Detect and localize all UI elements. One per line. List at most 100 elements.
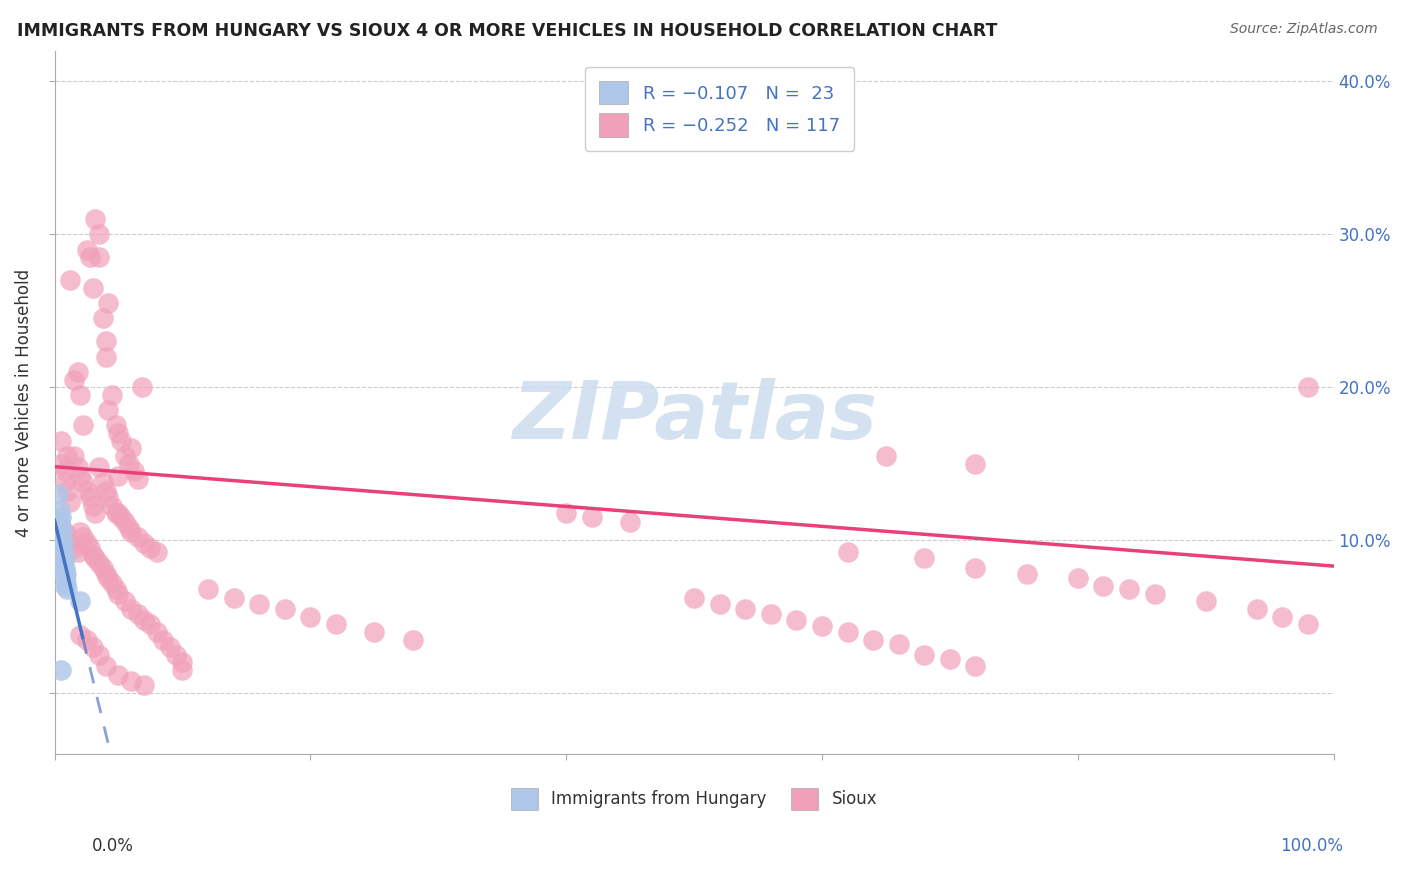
Point bbox=[49, 510, 72, 524]
Point bbox=[97, 571, 120, 585]
Point bbox=[49, 533, 72, 547]
Point bbox=[120, 602, 142, 616]
Point bbox=[683, 591, 706, 606]
Point bbox=[89, 227, 111, 242]
Point bbox=[132, 613, 155, 627]
Point bbox=[53, 525, 76, 540]
Point bbox=[104, 418, 127, 433]
Point bbox=[101, 575, 124, 590]
Point bbox=[69, 628, 91, 642]
Point bbox=[48, 487, 70, 501]
Point bbox=[72, 475, 94, 489]
Point bbox=[107, 667, 129, 681]
Point bbox=[62, 541, 84, 555]
Point bbox=[1015, 566, 1038, 581]
Point bbox=[62, 372, 84, 386]
Point bbox=[127, 530, 149, 544]
Point bbox=[82, 281, 104, 295]
Point bbox=[165, 648, 187, 662]
Point bbox=[939, 652, 962, 666]
Point bbox=[107, 506, 129, 520]
Point bbox=[247, 597, 270, 611]
Point bbox=[82, 640, 104, 655]
Point bbox=[1195, 594, 1218, 608]
Point bbox=[120, 673, 142, 688]
Point bbox=[59, 536, 82, 550]
Point bbox=[51, 556, 73, 570]
Point bbox=[55, 575, 77, 590]
Point bbox=[132, 536, 155, 550]
Point bbox=[53, 579, 76, 593]
Point bbox=[89, 556, 111, 570]
Point bbox=[51, 525, 73, 540]
Point bbox=[785, 613, 807, 627]
Point bbox=[51, 545, 73, 559]
Point bbox=[49, 434, 72, 448]
Point bbox=[59, 273, 82, 287]
Point bbox=[69, 468, 91, 483]
Point bbox=[1092, 579, 1115, 593]
Point bbox=[172, 656, 194, 670]
Point bbox=[51, 536, 73, 550]
Point bbox=[402, 632, 425, 647]
Point bbox=[84, 506, 107, 520]
Point bbox=[52, 564, 75, 578]
Point bbox=[76, 243, 98, 257]
Point bbox=[72, 530, 94, 544]
Point bbox=[101, 388, 124, 402]
Point bbox=[146, 545, 169, 559]
Point bbox=[132, 678, 155, 692]
Point bbox=[127, 607, 149, 621]
Point bbox=[97, 403, 120, 417]
Point bbox=[53, 475, 76, 489]
Point bbox=[114, 594, 136, 608]
Point bbox=[94, 484, 117, 499]
Point bbox=[101, 500, 124, 514]
Point bbox=[114, 449, 136, 463]
Point bbox=[107, 586, 129, 600]
Point bbox=[118, 521, 141, 535]
Point bbox=[110, 434, 132, 448]
Point bbox=[82, 500, 104, 514]
Point bbox=[62, 449, 84, 463]
Point bbox=[94, 566, 117, 581]
Point bbox=[66, 545, 89, 559]
Point bbox=[759, 607, 782, 621]
Point bbox=[965, 457, 987, 471]
Point bbox=[91, 560, 114, 574]
Point bbox=[53, 560, 76, 574]
Point bbox=[325, 617, 347, 632]
Point bbox=[59, 495, 82, 509]
Point bbox=[197, 582, 219, 596]
Point bbox=[127, 472, 149, 486]
Point bbox=[1246, 602, 1268, 616]
Point bbox=[53, 464, 76, 478]
Point bbox=[94, 334, 117, 349]
Point bbox=[131, 380, 153, 394]
Point bbox=[363, 624, 385, 639]
Point bbox=[619, 515, 641, 529]
Point bbox=[49, 663, 72, 677]
Point bbox=[97, 296, 120, 310]
Point bbox=[965, 560, 987, 574]
Point bbox=[76, 632, 98, 647]
Point bbox=[110, 510, 132, 524]
Point bbox=[56, 449, 79, 463]
Point bbox=[91, 475, 114, 489]
Point bbox=[56, 484, 79, 499]
Point bbox=[69, 594, 91, 608]
Point bbox=[94, 658, 117, 673]
Point bbox=[89, 459, 111, 474]
Point bbox=[89, 648, 111, 662]
Point bbox=[222, 591, 245, 606]
Point bbox=[48, 515, 70, 529]
Text: ZIPatlas: ZIPatlas bbox=[512, 377, 876, 456]
Point bbox=[1118, 582, 1140, 596]
Point bbox=[862, 632, 884, 647]
Point bbox=[48, 502, 70, 516]
Point bbox=[159, 640, 181, 655]
Point bbox=[49, 521, 72, 535]
Point bbox=[1296, 380, 1319, 394]
Point bbox=[94, 350, 117, 364]
Point bbox=[49, 457, 72, 471]
